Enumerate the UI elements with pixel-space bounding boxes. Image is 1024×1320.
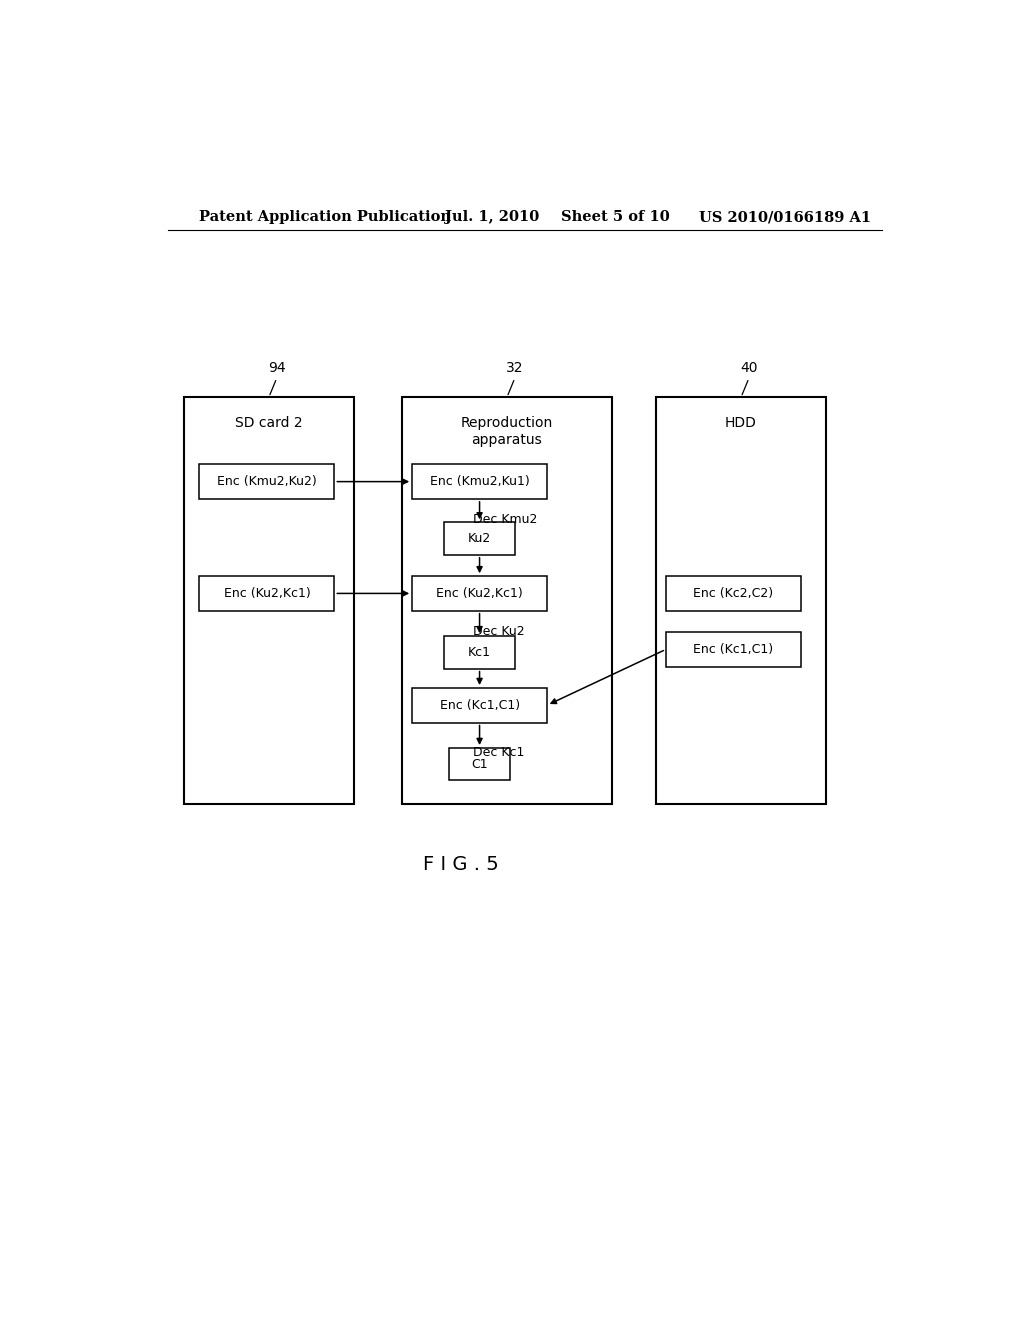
Bar xyxy=(200,465,334,499)
Bar xyxy=(666,576,801,611)
Bar xyxy=(443,523,515,554)
Text: Reproduction
apparatus: Reproduction apparatus xyxy=(461,416,553,447)
Text: US 2010/0166189 A1: US 2010/0166189 A1 xyxy=(699,210,871,224)
Text: Enc (Ku2,Kc1): Enc (Ku2,Kc1) xyxy=(436,587,523,599)
Text: 94: 94 xyxy=(268,360,286,375)
Text: C1: C1 xyxy=(471,758,487,771)
Bar xyxy=(412,688,547,722)
Text: Sheet 5 of 10: Sheet 5 of 10 xyxy=(560,210,670,224)
Bar xyxy=(183,397,354,804)
Text: Enc (Kc1,C1): Enc (Kc1,C1) xyxy=(693,643,773,656)
Bar xyxy=(200,576,334,611)
Bar xyxy=(412,576,547,611)
Text: Dec Kc1: Dec Kc1 xyxy=(473,747,524,759)
Text: 40: 40 xyxy=(740,360,758,375)
Text: Jul. 1, 2010: Jul. 1, 2010 xyxy=(445,210,540,224)
Text: Enc (Kmu2,Ku1): Enc (Kmu2,Ku1) xyxy=(430,475,529,488)
Bar xyxy=(412,465,547,499)
Bar xyxy=(655,397,826,804)
Text: Enc (Kmu2,Ku2): Enc (Kmu2,Ku2) xyxy=(217,475,316,488)
Text: Dec Kmu2: Dec Kmu2 xyxy=(473,512,538,525)
Bar xyxy=(666,632,801,667)
Text: HDD: HDD xyxy=(725,416,757,429)
Bar xyxy=(401,397,612,804)
Text: Patent Application Publication: Patent Application Publication xyxy=(200,210,452,224)
Bar xyxy=(443,636,515,669)
Text: Enc (Ku2,Kc1): Enc (Ku2,Kc1) xyxy=(223,587,310,599)
Text: SD card 2: SD card 2 xyxy=(236,416,303,429)
Text: Ku2: Ku2 xyxy=(468,532,492,545)
Text: Enc (Kc1,C1): Enc (Kc1,C1) xyxy=(439,698,519,711)
Text: 32: 32 xyxy=(506,360,523,375)
Text: Kc1: Kc1 xyxy=(468,645,492,659)
Text: F I G . 5: F I G . 5 xyxy=(424,855,499,874)
Text: Dec Ku2: Dec Ku2 xyxy=(473,624,525,638)
Text: Enc (Kc2,C2): Enc (Kc2,C2) xyxy=(693,587,773,599)
Bar xyxy=(450,748,510,780)
